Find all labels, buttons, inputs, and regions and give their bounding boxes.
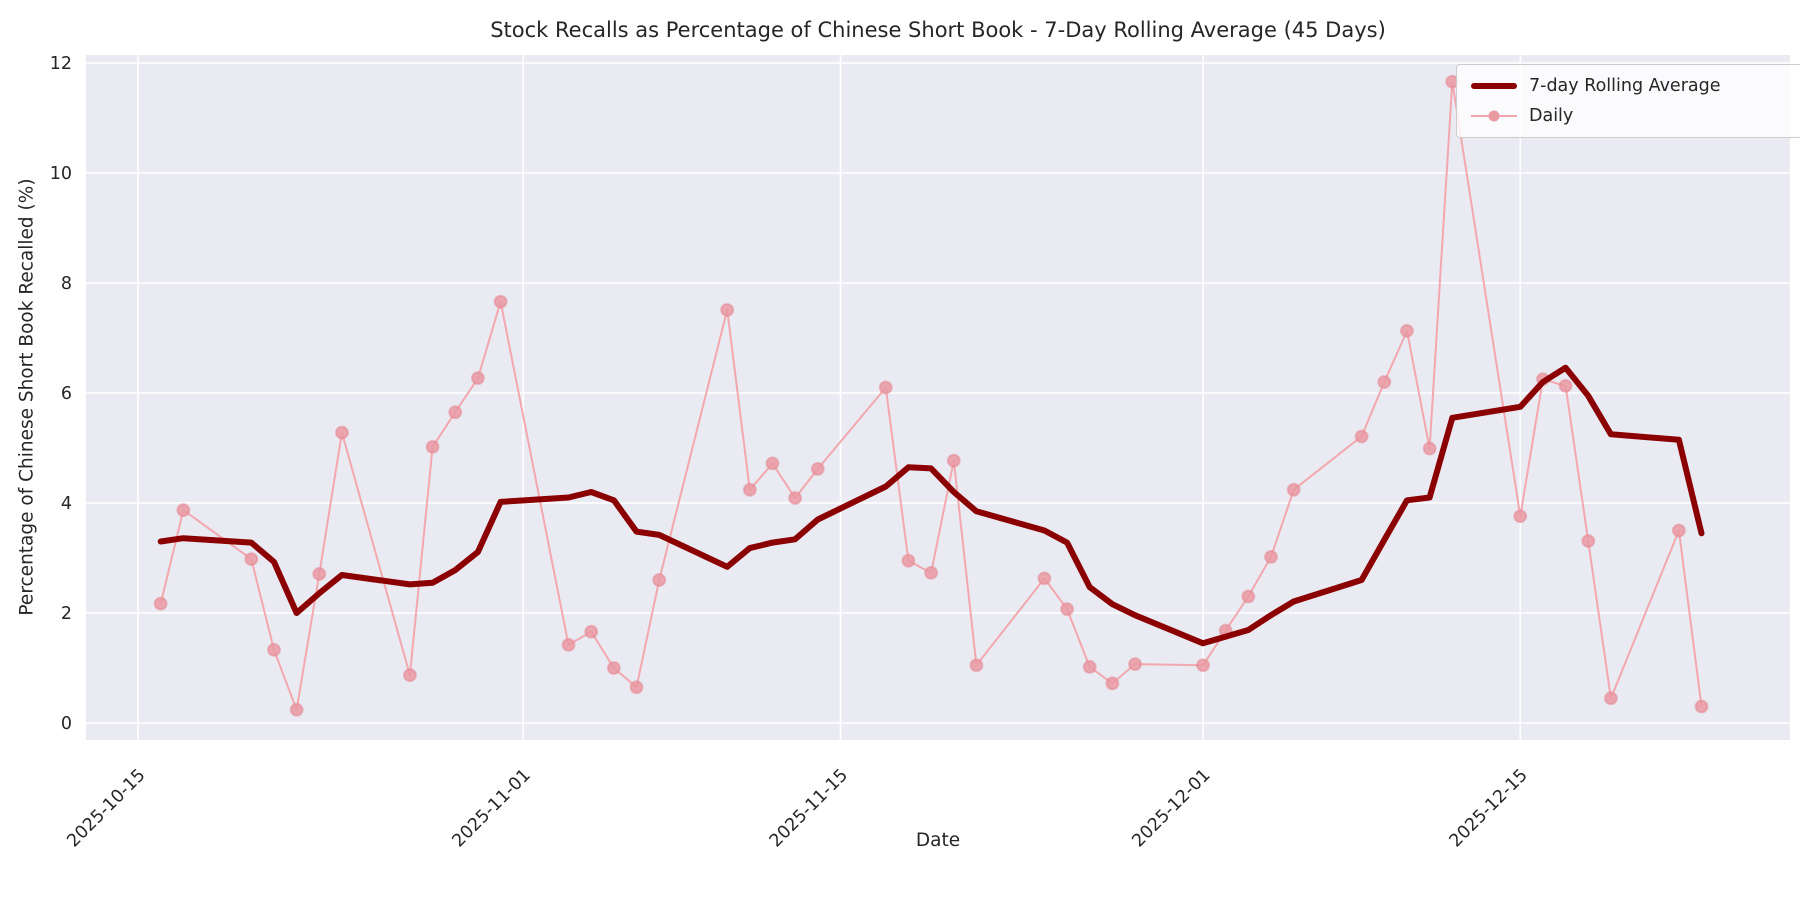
daily-marker xyxy=(946,453,961,468)
daily-marker xyxy=(878,380,893,395)
daily-marker xyxy=(1264,549,1278,564)
daily-marker xyxy=(289,702,304,717)
daily-marker xyxy=(1082,659,1097,674)
y-tick-label: 4 xyxy=(61,494,72,514)
y-tick-label: 8 xyxy=(61,274,72,294)
rolling-average-line xyxy=(157,364,1705,647)
daily-marker xyxy=(1196,658,1211,673)
daily-marker xyxy=(312,566,327,581)
daily-marker xyxy=(1671,523,1686,538)
daily-marker xyxy=(606,661,621,675)
daily-swatch xyxy=(1471,110,1517,122)
legend-label-daily: Daily xyxy=(1529,106,1574,126)
daily-marker xyxy=(1105,676,1120,691)
daily-marker xyxy=(1128,657,1143,672)
daily-marker xyxy=(969,658,984,673)
chart-title: Stock Recalls as Percentage of Chinese S… xyxy=(490,18,1386,42)
legend-item-rolling-average: 7-day Rolling Average xyxy=(1471,76,1787,96)
daily-marker xyxy=(901,553,916,568)
daily-swatch-marker-icon xyxy=(1488,110,1500,122)
y-tick-label: 10 xyxy=(50,164,72,184)
daily-marker xyxy=(176,503,191,518)
daily-marker xyxy=(244,552,259,567)
daily-marker xyxy=(584,624,599,639)
daily-marker xyxy=(1422,441,1437,456)
daily-marker xyxy=(810,461,825,476)
plot-area xyxy=(86,55,1790,740)
x-axis-label: Date xyxy=(915,830,961,851)
legend-item-daily: Daily xyxy=(1471,106,1787,126)
rolling-average-swatch xyxy=(1471,82,1517,90)
legend-label-rolling-average: 7-day Rolling Average xyxy=(1529,76,1721,96)
daily-marker xyxy=(1513,509,1528,524)
daily-marker xyxy=(561,637,576,652)
daily-marker xyxy=(742,482,757,497)
daily-marker xyxy=(493,294,508,309)
daily-marker xyxy=(788,491,803,506)
daily-marker xyxy=(652,573,667,587)
daily-marker xyxy=(448,405,463,420)
daily-marker xyxy=(924,565,939,580)
daily-marker xyxy=(1558,378,1573,393)
legend: 7-day Rolling Average Daily xyxy=(1456,64,1800,138)
daily-marker xyxy=(1037,571,1052,586)
daily-marker xyxy=(629,680,644,695)
daily-marker xyxy=(1354,429,1369,444)
daily-marker xyxy=(1377,375,1392,389)
daily-marker xyxy=(1060,602,1075,617)
daily-marker xyxy=(1603,691,1618,706)
y-tick-label: 2 xyxy=(61,604,72,624)
daily-marker xyxy=(720,302,735,317)
daily-marker xyxy=(1241,589,1256,604)
daily-marker xyxy=(470,371,485,386)
daily-marker xyxy=(1694,699,1709,714)
y-tick-label: 0 xyxy=(61,714,72,734)
daily-marker xyxy=(266,642,281,657)
daily-marker xyxy=(765,456,780,471)
daily-marker xyxy=(402,668,417,683)
daily-marker xyxy=(334,425,349,440)
daily-marker xyxy=(1286,482,1301,497)
daily-marker xyxy=(1581,533,1596,548)
daily-marker xyxy=(1399,323,1414,338)
y-tick-label: 6 xyxy=(61,384,72,404)
daily-marker xyxy=(153,596,168,611)
y-tick-label: 12 xyxy=(50,54,72,74)
daily-marker xyxy=(425,439,440,454)
y-axis-label: Percentage of Chinese Short Book Recalle… xyxy=(16,178,38,616)
